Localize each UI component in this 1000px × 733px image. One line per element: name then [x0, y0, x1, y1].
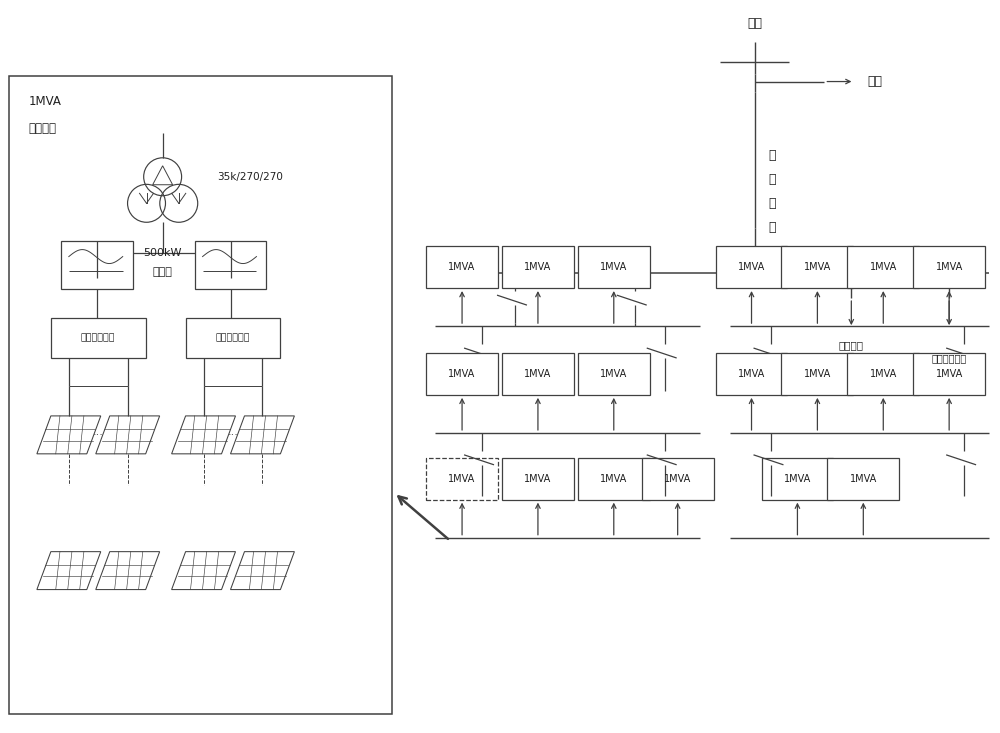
FancyBboxPatch shape [781, 353, 853, 395]
FancyBboxPatch shape [781, 246, 853, 288]
Text: 无功补偿装置: 无功补偿装置 [932, 353, 967, 363]
Text: 直流汇流箱柜: 直流汇流箱柜 [216, 334, 250, 342]
Text: 站用负荷: 站用负荷 [839, 340, 864, 350]
Text: 直流汇流箱柜: 直流汇流箱柜 [81, 334, 116, 342]
Text: 35k/270/270: 35k/270/270 [218, 172, 283, 182]
Text: 逆变器: 逆变器 [153, 268, 173, 277]
Text: 1MVA: 1MVA [524, 262, 552, 272]
Text: 1MVA: 1MVA [738, 262, 765, 272]
FancyBboxPatch shape [502, 353, 574, 395]
FancyBboxPatch shape [847, 246, 919, 288]
FancyBboxPatch shape [642, 458, 714, 500]
FancyBboxPatch shape [716, 353, 787, 395]
Text: ···: ··· [93, 430, 104, 440]
Text: 1MVA: 1MVA [524, 369, 552, 379]
Text: 1MVA: 1MVA [870, 262, 897, 272]
FancyBboxPatch shape [716, 246, 787, 288]
Text: 1MVA: 1MVA [850, 474, 877, 484]
FancyBboxPatch shape [195, 241, 266, 289]
FancyBboxPatch shape [578, 353, 650, 395]
Text: 1MVA: 1MVA [664, 474, 691, 484]
FancyBboxPatch shape [913, 353, 985, 395]
FancyBboxPatch shape [426, 246, 498, 288]
Text: 发电单元: 发电单元 [29, 122, 57, 135]
Text: 500kW: 500kW [143, 248, 182, 258]
Text: 1MVA: 1MVA [936, 369, 963, 379]
Text: 1MVA: 1MVA [600, 474, 627, 484]
Text: 线: 线 [769, 196, 776, 210]
FancyBboxPatch shape [426, 353, 498, 395]
Text: 1MVA: 1MVA [524, 474, 552, 484]
Text: 1MVA: 1MVA [784, 474, 811, 484]
Text: 输: 输 [769, 173, 776, 186]
Text: 1MVA: 1MVA [804, 262, 831, 272]
FancyBboxPatch shape [426, 458, 498, 500]
FancyBboxPatch shape [502, 458, 574, 500]
Text: 1MVA: 1MVA [600, 369, 627, 379]
Text: 1MVA: 1MVA [600, 262, 627, 272]
Text: 负荷: 负荷 [867, 75, 882, 88]
Text: ···: ··· [228, 430, 238, 440]
Text: 传: 传 [769, 149, 776, 162]
FancyBboxPatch shape [827, 458, 899, 500]
FancyBboxPatch shape [578, 458, 650, 500]
FancyBboxPatch shape [61, 241, 133, 289]
Text: 1MVA: 1MVA [738, 369, 765, 379]
Text: 1MVA: 1MVA [870, 369, 897, 379]
Text: 1MVA: 1MVA [448, 369, 476, 379]
FancyBboxPatch shape [847, 353, 919, 395]
FancyBboxPatch shape [762, 458, 833, 500]
FancyBboxPatch shape [913, 246, 985, 288]
FancyBboxPatch shape [9, 75, 392, 715]
Text: 1MVA: 1MVA [29, 95, 62, 108]
FancyBboxPatch shape [51, 318, 146, 358]
Text: 路: 路 [769, 221, 776, 234]
FancyBboxPatch shape [502, 246, 574, 288]
Text: 1MVA: 1MVA [804, 369, 831, 379]
Text: 1MVA: 1MVA [448, 474, 476, 484]
FancyBboxPatch shape [578, 246, 650, 288]
Text: 1MVA: 1MVA [936, 262, 963, 272]
Text: 1MVA: 1MVA [448, 262, 476, 272]
Text: 系统: 系统 [747, 17, 762, 30]
FancyBboxPatch shape [186, 318, 280, 358]
